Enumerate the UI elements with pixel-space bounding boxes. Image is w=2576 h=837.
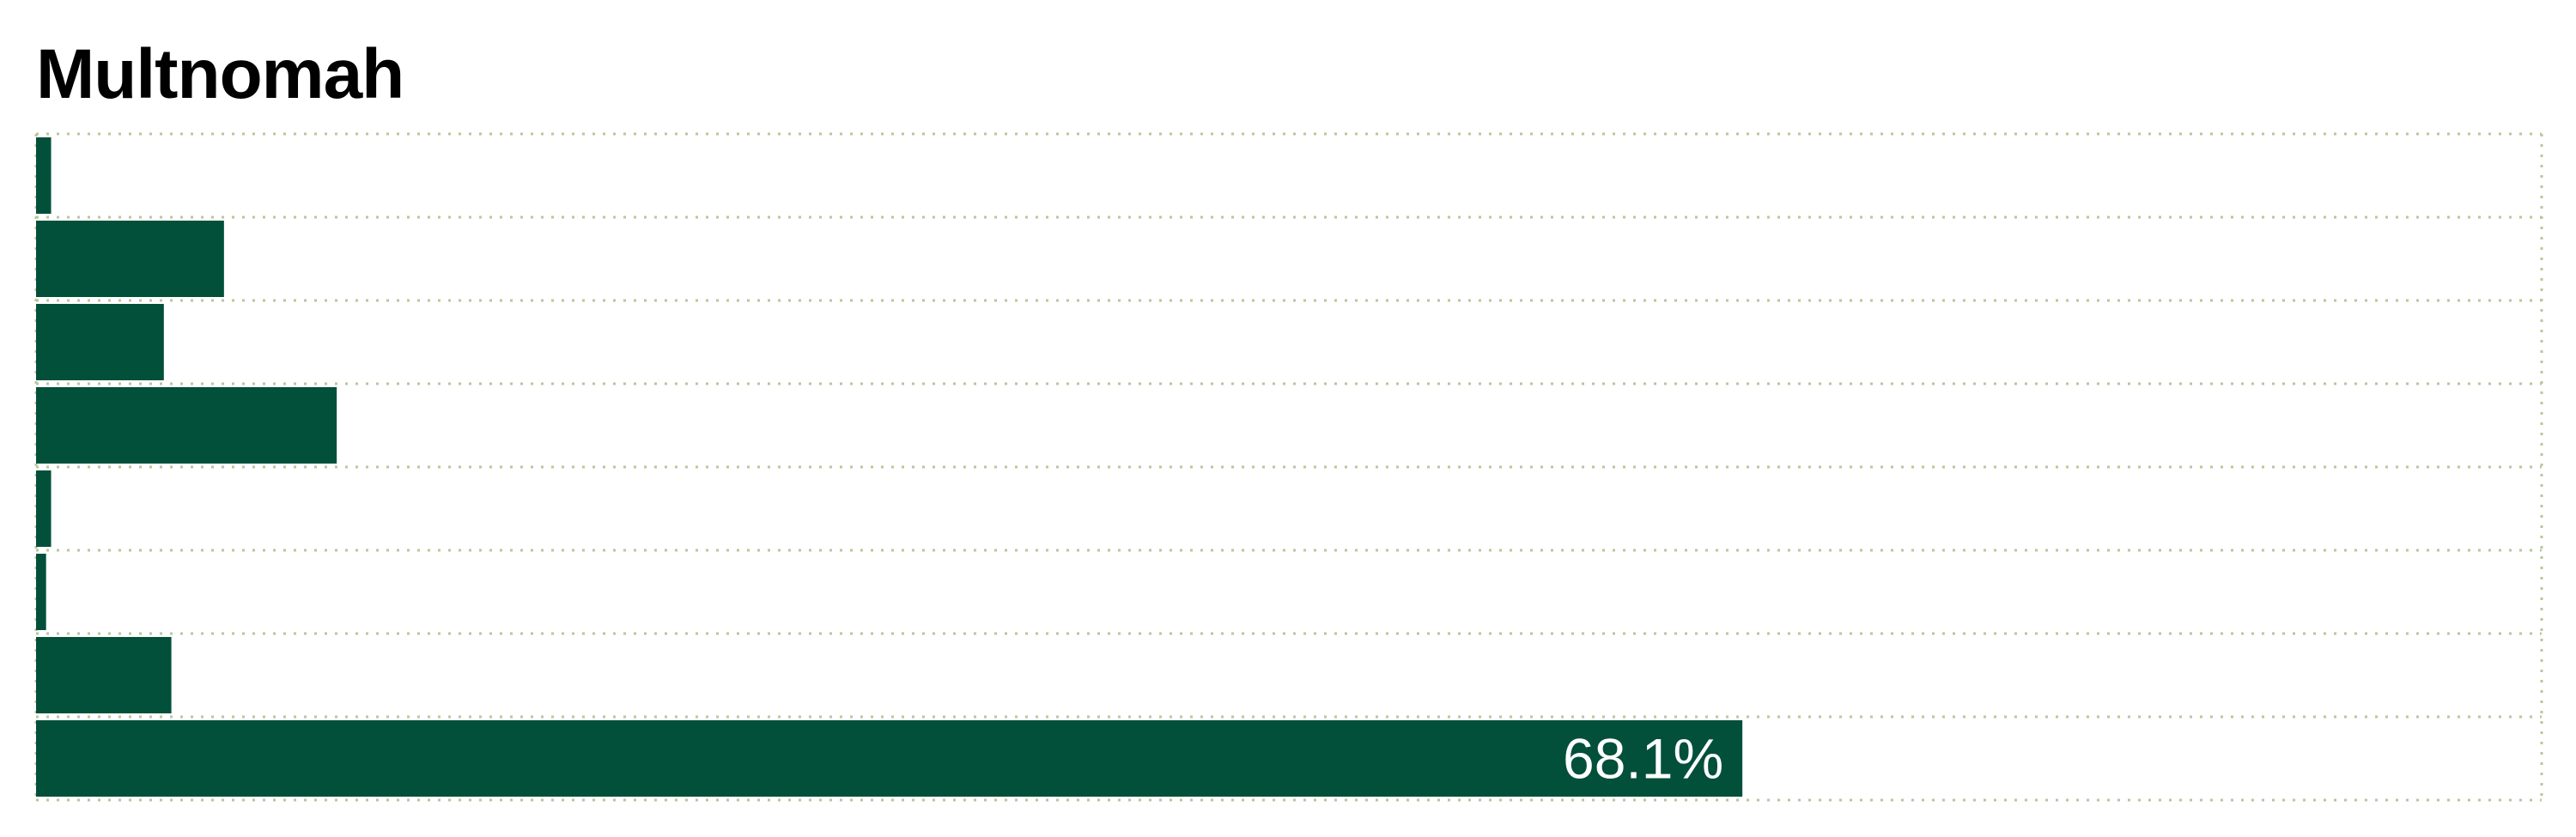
bar-3 bbox=[36, 304, 164, 380]
bar-1 bbox=[36, 137, 52, 214]
grid-lines bbox=[34, 132, 2543, 802]
data-labels: 68.1% bbox=[1563, 727, 1723, 791]
bar-4 bbox=[36, 387, 337, 464]
bar-5 bbox=[36, 470, 52, 547]
chart-title: Multnomah bbox=[36, 35, 404, 113]
bars bbox=[36, 137, 1743, 797]
bar-6 bbox=[36, 554, 46, 630]
bar-2 bbox=[36, 221, 224, 297]
bar-7 bbox=[36, 637, 172, 713]
bar-value-label: 68.1% bbox=[1563, 727, 1723, 791]
bar-8 bbox=[36, 720, 1743, 797]
